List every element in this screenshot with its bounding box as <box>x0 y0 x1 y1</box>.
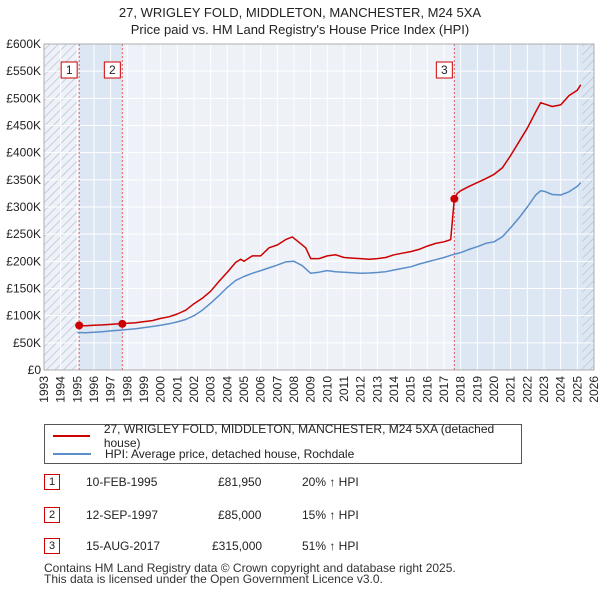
x-tick-label: 2026 <box>587 376 600 403</box>
x-tick-label: 2013 <box>370 376 384 403</box>
transaction-date: 15-AUG-2017 <box>86 539 161 553</box>
price-chart: £0 £50K £100K £150K £200K £250K £300K £350K £400… <box>6 37 600 403</box>
y-tick-label: £400K <box>6 146 41 160</box>
x-tick-label: 2015 <box>404 376 418 403</box>
x-tick-label: 1995 <box>70 376 84 403</box>
x-tick-label: 1994 <box>54 376 68 403</box>
x-tick-label: 2020 <box>487 376 501 403</box>
x-tick-label: 2004 <box>220 376 234 403</box>
x-tick-label: 1997 <box>104 376 118 403</box>
legend-item-price-paid: 27, WRIGLEY FOLD, MIDDLETON, MANCHESTER,… <box>53 422 521 450</box>
transaction-hpi-diff: 51% ↑ HPI <box>302 539 359 553</box>
annotation-box <box>435 61 453 79</box>
legend-hpi-label: HPI: Average price, detached house, Roch… <box>105 447 355 461</box>
sale-point <box>75 321 84 330</box>
price-paid-line <box>79 84 582 327</box>
annotation-label: 3 <box>441 63 448 77</box>
sale-point <box>118 319 127 328</box>
legend-price-paid-label: 27, WRIGLEY FOLD, MIDDLETON, MANCHESTER,… <box>103 422 495 450</box>
x-tick-label: 2012 <box>354 376 368 403</box>
x-tick-label: 2024 <box>554 376 568 403</box>
x-tick-label: 2010 <box>320 376 334 403</box>
legend-blue-line-swatch <box>53 453 91 455</box>
transaction-marker-badge: 1 <box>44 474 60 490</box>
x-tick-label: 2019 <box>470 376 484 403</box>
legend-item-hpi: HPI: Average price, detached house, Roch… <box>53 445 354 463</box>
y-tick-label: £200K <box>6 254 41 268</box>
x-tick-label: 2021 <box>504 376 518 403</box>
transaction-marker-badge: 3 <box>44 538 60 554</box>
annotation-box <box>60 61 78 79</box>
legend-red-line-swatch <box>53 435 90 437</box>
plot-frame <box>43 43 595 371</box>
transaction-hpi-diff: 15% ↑ HPI <box>302 508 359 522</box>
chart-title: 27, WRIGLEY FOLD, MIDDLETON, MANCHESTER,… <box>118 5 482 20</box>
x-tick-label: 2025 <box>570 376 584 403</box>
y-tick-label: £300K <box>6 200 41 214</box>
y-tick-label: £100K <box>6 309 41 323</box>
footer-copyright: Contains HM Land Registry data © Crown c… <box>44 561 456 575</box>
x-tick-label: 2009 <box>304 376 318 403</box>
x-tick-label: 2003 <box>204 376 218 403</box>
transaction-marker-badge: 2 <box>44 507 60 523</box>
y-tick-label: £550K <box>6 64 41 78</box>
hpi-line <box>77 182 582 334</box>
x-tick-label: 2008 <box>287 376 301 403</box>
y-tick-label: £450K <box>6 119 41 133</box>
footer-licence: This data is licensed under the Open Gov… <box>44 572 383 586</box>
y-tick-label: £0 <box>28 363 42 377</box>
x-tick-label: 2000 <box>154 376 168 403</box>
x-tick-label: 2022 <box>520 376 534 403</box>
x-tick-label: 2006 <box>254 376 268 403</box>
y-tick-label: £350K <box>6 173 41 187</box>
x-tick-label: 1993 <box>37 376 51 403</box>
annotation-label: 2 <box>109 63 116 77</box>
x-tick-label: 1996 <box>87 376 101 403</box>
x-tick-label: 2001 <box>170 376 184 403</box>
y-tick-label: £250K <box>6 227 41 241</box>
x-tick-label: 2007 <box>270 376 284 403</box>
sale-point <box>450 194 459 203</box>
legend: 27, WRIGLEY FOLD, MIDDLETON, MANCHESTER,… <box>44 422 522 464</box>
transaction-price: £85,000 <box>218 508 262 522</box>
y-tick-label: £50K <box>13 336 41 350</box>
transaction-price: £81,950 <box>218 475 262 489</box>
y-tick-label: £150K <box>6 282 41 296</box>
transaction-hpi-diff: 20% ↑ HPI <box>302 475 359 489</box>
x-tick-label: 2002 <box>187 376 201 403</box>
y-tick-label: £500K <box>6 91 41 105</box>
x-tick-label: 1998 <box>120 376 134 403</box>
annotation-label: 1 <box>66 63 73 77</box>
x-tick-label: 2005 <box>237 376 251 403</box>
transaction-date: 10-FEB-1995 <box>86 475 158 489</box>
x-tick-label: 1999 <box>137 376 151 403</box>
x-tick-label: 2017 <box>437 376 451 403</box>
x-tick-label: 2014 <box>387 376 401 403</box>
x-tick-label: 2016 <box>420 376 434 403</box>
transaction-price: £315,000 <box>212 539 263 553</box>
chart-subtitle: Price paid vs. HM Land Registry's House … <box>130 22 470 37</box>
annotation-box <box>103 61 121 79</box>
y-tick-label: £600K <box>6 37 41 51</box>
x-tick-label: 2023 <box>537 376 551 403</box>
x-tick-label: 2018 <box>454 376 468 403</box>
x-tick-label: 2011 <box>337 376 351 402</box>
transaction-date: 12-SEP-1997 <box>86 508 159 522</box>
